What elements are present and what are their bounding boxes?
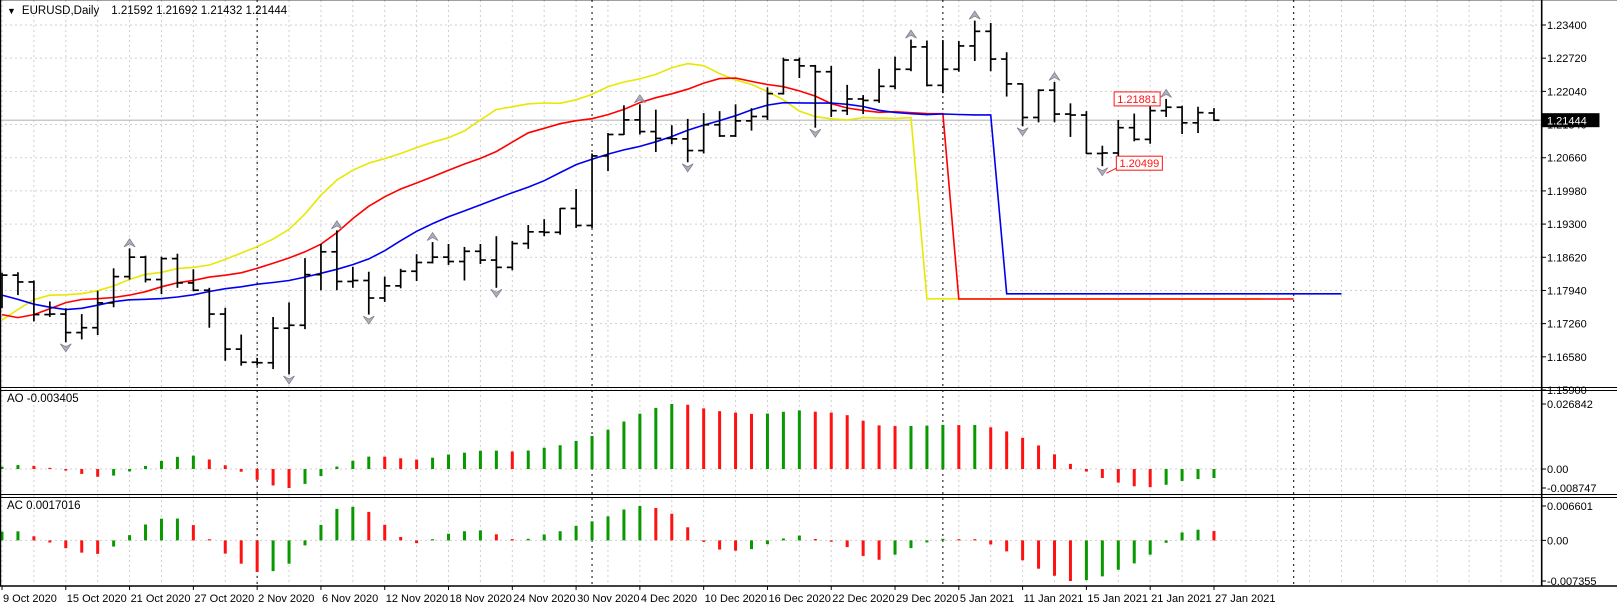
price-axis-label: 1.16580	[1547, 352, 1587, 364]
fractal-up-icon	[123, 238, 136, 248]
fractal-up-icon	[1048, 71, 1061, 81]
date-axis-label: 15 Jan 2021	[1087, 593, 1148, 605]
accelerator-oscillator-panel: 0.006601 0.00 -0.007355	[0, 501, 1597, 588]
date-axis-label: 4 Dec 2020	[641, 593, 697, 605]
price-axis-label: 1.20660	[1547, 153, 1587, 165]
fractal-up-icon	[905, 29, 917, 39]
month-separators	[256, 0, 1295, 586]
date-axis-label: 5 Jan 2021	[960, 593, 1014, 605]
fractal-down-icon	[490, 288, 503, 299]
fractal-down-icon	[1096, 167, 1109, 177]
symbol-period-label: EURUSD,Daily	[21, 5, 100, 17]
date-axis-label: 6 Nov 2020	[322, 593, 378, 605]
oscillator-axis-label: 0.006601	[1547, 501, 1593, 513]
date-axis[interactable]: 9 Oct 2020 15 Oct 2020 21 Oct 2020 27 Oct 2…	[1, 586, 1276, 605]
current-price-tag-text: 1.21444	[1547, 115, 1587, 127]
fractal-arrows	[59, 10, 1172, 385]
date-axis-label: 21 Jan 2021	[1151, 593, 1212, 605]
alligator-lips-line	[1, 62, 1262, 321]
price-axis-label: 1.19980	[1547, 186, 1587, 198]
date-axis-label: 24 Nov 2020	[513, 593, 575, 605]
date-axis-label: 21 Oct 2020	[131, 593, 191, 605]
fractal-down-icon	[362, 315, 375, 325]
callout-price-text: 1.20499	[1119, 158, 1159, 170]
fractal-down-icon	[283, 375, 295, 385]
date-axis-label: 30 Nov 2020	[577, 593, 639, 605]
oscillator-axis-label: -0.007355	[1547, 576, 1597, 588]
price-axis-label: 1.18620	[1547, 252, 1587, 264]
oscillator-axis-label: 0.00	[1547, 464, 1568, 476]
fractal-down-icon	[681, 163, 694, 173]
fractal-up-icon	[634, 94, 646, 104]
accelerator-oscillator-label: AC 0.0017016	[7, 500, 81, 512]
date-axis-label: 9 Oct 2020	[3, 593, 57, 605]
price-axis[interactable]: 1.234001.227201.220401.213401.206601.199…	[1541, 20, 1600, 397]
fractal-up-icon	[1160, 88, 1172, 98]
date-axis-label: 27 Jan 2021	[1215, 593, 1276, 605]
date-axis-label: 29 Dec 2020	[896, 593, 958, 605]
ohlc-bars	[0, 20, 1220, 375]
price-axis-label: 1.19300	[1547, 219, 1587, 231]
date-axis-label: 22 Dec 2020	[832, 593, 894, 605]
grid-lines	[0, 0, 1541, 586]
date-axis-label: 18 Nov 2020	[450, 593, 512, 605]
fractal-price-callout: 1.20499	[1106, 155, 1163, 174]
ohlc-quote-readout: 1.21592 1.21692 1.21432 1.21444	[111, 5, 288, 17]
chart-title: ▼ EURUSD,Daily 1.21592 1.21692 1.21432 1…	[7, 5, 287, 17]
current-price-tag	[1542, 113, 1600, 128]
oscillator-axis-label: 0.026842	[1547, 399, 1593, 411]
symbol-dropdown-arrow-icon[interactable]: ▼	[7, 5, 16, 16]
date-axis-label: 10 Dec 2020	[705, 593, 767, 605]
awesome-oscillator-label: AO -0.003405	[7, 393, 79, 405]
price-axis-label: 1.23400	[1547, 20, 1587, 32]
price-axis-label: 1.15900	[1547, 385, 1587, 397]
date-axis-label: 11 Jan 2021	[1024, 593, 1084, 605]
alligator-teeth-line	[1, 77, 1294, 319]
fractal-up-icon	[968, 10, 981, 20]
fractal-down-icon	[59, 343, 72, 353]
oscillator-axis-label: -0.008747	[1547, 483, 1597, 495]
oscillator-axis-label: 0.00	[1547, 535, 1568, 547]
fractal-down-icon	[1016, 127, 1029, 137]
date-axis-label: 27 Oct 2020	[194, 593, 254, 605]
fractal-down-icon	[809, 128, 822, 138]
price-axis-label: 1.17260	[1547, 319, 1587, 331]
fractal-up-icon	[331, 220, 343, 230]
awesome-oscillator-panel: 0.026842 0.00 -0.008747	[0, 399, 1597, 495]
date-axis-label: 16 Dec 2020	[768, 593, 830, 605]
price-axis-label: 1.22040	[1547, 86, 1587, 98]
date-axis-label: 12 Nov 2020	[386, 593, 448, 605]
price-axis-label: 1.17940	[1547, 285, 1587, 297]
fractal-up-icon	[426, 231, 439, 241]
callout-price-text: 1.21881	[1117, 94, 1157, 106]
fractal-price-callout: 1.21881	[1113, 91, 1161, 107]
price-axis-label: 1.22720	[1547, 53, 1587, 65]
panel-borders	[0, 0, 1617, 587]
date-axis-label: 15 Oct 2020	[67, 593, 127, 605]
date-axis-label: 2 Nov 2020	[258, 593, 314, 605]
